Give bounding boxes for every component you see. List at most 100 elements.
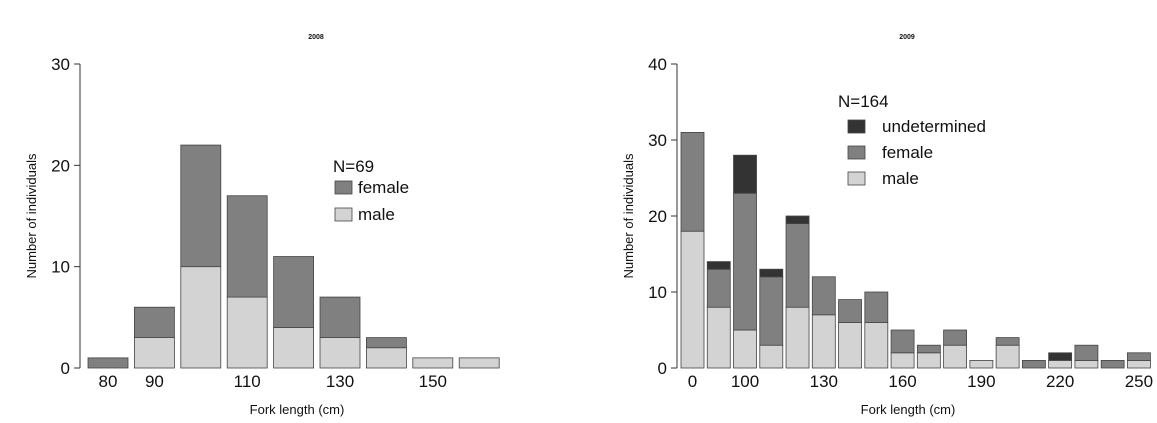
legend-swatch-female [334, 180, 353, 195]
bar-male [969, 359, 994, 369]
legend-sample-size: N=69 [333, 157, 374, 176]
bar-male [180, 266, 222, 369]
x-tick-label: 150 [419, 372, 447, 391]
chart-2008: 2008 Number of individuals Fork length (… [24, 34, 500, 417]
bar-male [319, 337, 361, 369]
legend-label-male: male [882, 169, 919, 188]
y-tick-label: 20 [51, 156, 70, 175]
legend: N=164 undetermined female male [838, 92, 986, 188]
chart-title: 2009 [899, 34, 915, 41]
bar-male [365, 347, 407, 369]
x-axis: 80 90 110 130 150 [99, 372, 447, 391]
x-tick-label: 110 [234, 372, 261, 391]
x-tick-label: 160 [888, 372, 916, 391]
bar-female [365, 337, 407, 349]
bar-male [785, 306, 810, 369]
x-tick-label: 90 [145, 372, 164, 391]
bar-female [733, 192, 757, 331]
legend-swatch-female [847, 145, 866, 160]
y-axis: 0 10 20 30 40 [648, 55, 678, 378]
bar-female [785, 223, 810, 308]
bar-male [273, 327, 315, 369]
bar-female [1100, 359, 1125, 369]
x-axis-label: Fork length (cm) [250, 402, 345, 417]
bar-female [226, 195, 268, 298]
bar-male [133, 337, 175, 369]
bar-male [890, 352, 915, 369]
legend-label-male: male [358, 205, 395, 224]
bar-female [273, 256, 315, 328]
chart-2009: 2009 Number of individuals Fork length (… [621, 34, 1153, 417]
bar-undetermined [785, 215, 810, 224]
bar-female [706, 268, 731, 308]
y-axis-label: Number of individuals [621, 153, 636, 279]
y-axis: 0 10 20 30 [51, 55, 81, 378]
x-tick-label: 130 [810, 372, 838, 391]
bar-female [680, 131, 705, 232]
bar-female [890, 329, 915, 354]
bar-female [1021, 359, 1046, 369]
bar-male [226, 296, 268, 369]
bar-female [838, 299, 862, 323]
y-axis-label: Number of individuals [24, 153, 39, 279]
bar-undetermined [706, 261, 731, 270]
bar-undetermined [759, 268, 784, 278]
legend-sample-size: N=164 [838, 92, 889, 111]
y-tick-label: 10 [51, 258, 70, 277]
bar-male [995, 344, 1020, 369]
bar-male [916, 352, 941, 369]
bar-group [680, 131, 1151, 369]
bar-male [733, 329, 757, 369]
bar-female [811, 276, 836, 316]
y-tick-label: 0 [61, 359, 70, 378]
bar-male [759, 344, 784, 369]
bar-male [838, 321, 862, 369]
legend-label-female: female [882, 143, 933, 162]
bar-group [87, 144, 500, 369]
y-tick-label: 30 [648, 131, 667, 150]
x-tick-label: 130 [326, 372, 354, 391]
bar-female [319, 296, 361, 339]
bar-male [1048, 359, 1073, 369]
chart-title: 2008 [308, 34, 324, 41]
bar-undetermined [733, 154, 757, 194]
bar-female [133, 306, 175, 339]
y-tick-label: 20 [648, 207, 667, 226]
x-tick-label: 250 [1125, 372, 1153, 391]
bar-female [864, 291, 889, 323]
bar-female [943, 329, 967, 346]
legend-label-undetermined: undetermined [882, 117, 986, 136]
bar-female [1074, 344, 1099, 361]
bar-male [811, 314, 836, 369]
legend-swatch-undetermined [847, 119, 866, 134]
bar-female [916, 344, 941, 354]
x-axis-label: Fork length (cm) [861, 402, 956, 417]
y-tick-label: 10 [648, 283, 667, 302]
x-tick-label: 0 [688, 372, 697, 391]
bar-male [412, 357, 454, 369]
bar-female [995, 337, 1020, 346]
bar-male [1074, 359, 1099, 369]
x-tick-label: 220 [1046, 372, 1074, 391]
bar-female [759, 276, 784, 346]
x-tick-label: 80 [99, 372, 118, 391]
y-tick-label: 40 [648, 55, 667, 74]
bar-female [180, 144, 222, 268]
legend-swatch-male [334, 207, 353, 222]
bar-male [458, 357, 500, 369]
bar-undetermined [1048, 352, 1073, 361]
x-axis: 0 100 130 160 190 220 250 [688, 372, 1153, 391]
legend: N=69 female male [333, 157, 409, 224]
bar-male [864, 321, 889, 369]
bar-male [706, 306, 731, 369]
y-tick-label: 30 [51, 55, 70, 74]
bar-male [943, 344, 967, 369]
bar-male [680, 230, 705, 369]
legend-label-female: female [358, 178, 409, 197]
y-tick-label: 0 [658, 359, 667, 378]
x-tick-label: 190 [967, 372, 995, 391]
legend-swatch-male [847, 171, 866, 186]
bar-female [87, 357, 129, 369]
x-tick-label: 100 [731, 372, 759, 391]
